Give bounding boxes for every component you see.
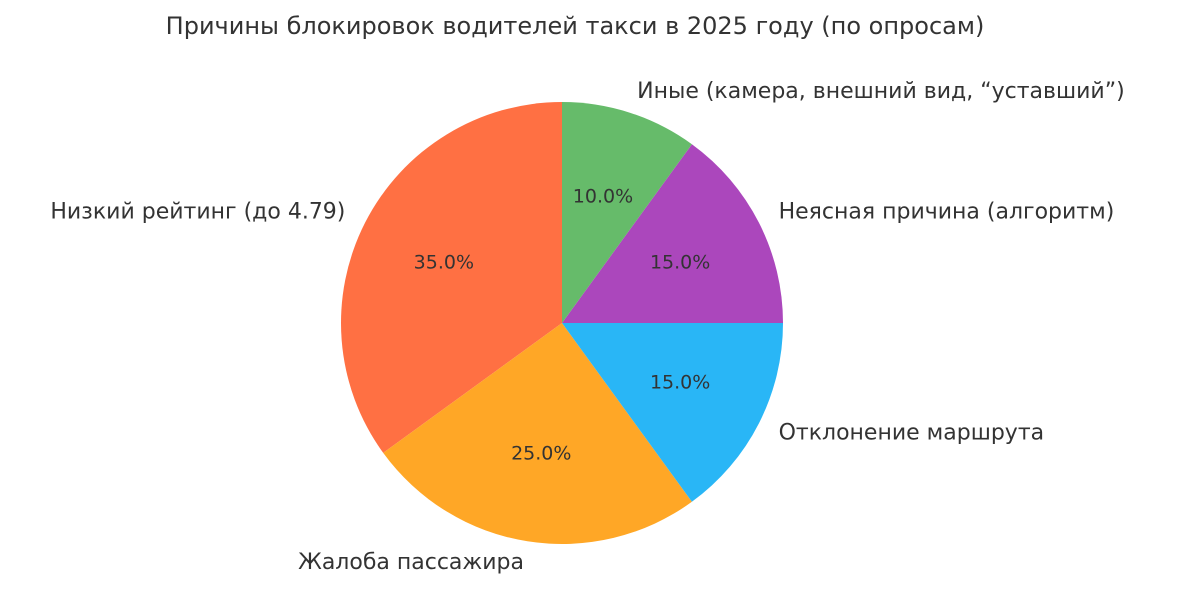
pie-slice (341, 102, 562, 453)
slice-label: Отклонение маршрута (779, 420, 1045, 445)
pie-slice (562, 323, 783, 502)
pie-slice (562, 102, 692, 323)
value-label: 10.0% (573, 185, 633, 207)
slice-label: Низкий рейтинг (до 4.79) (50, 200, 345, 225)
value-label: 15.0% (650, 251, 710, 273)
value-label: 15.0% (650, 372, 710, 394)
slice-label: Жалоба пассажира (298, 550, 524, 575)
slice-label: Иные (камера, внешний вид, “уставший”) (637, 79, 1125, 104)
value-label: 35.0% (414, 251, 474, 273)
pie-slice (562, 144, 783, 323)
slice-label: Неясная причина (алгоритм) (779, 200, 1115, 225)
chart-title: Причины блокировок водителей такси в 202… (166, 12, 985, 40)
value-label: 25.0% (511, 442, 571, 464)
pie-slice (383, 323, 692, 544)
